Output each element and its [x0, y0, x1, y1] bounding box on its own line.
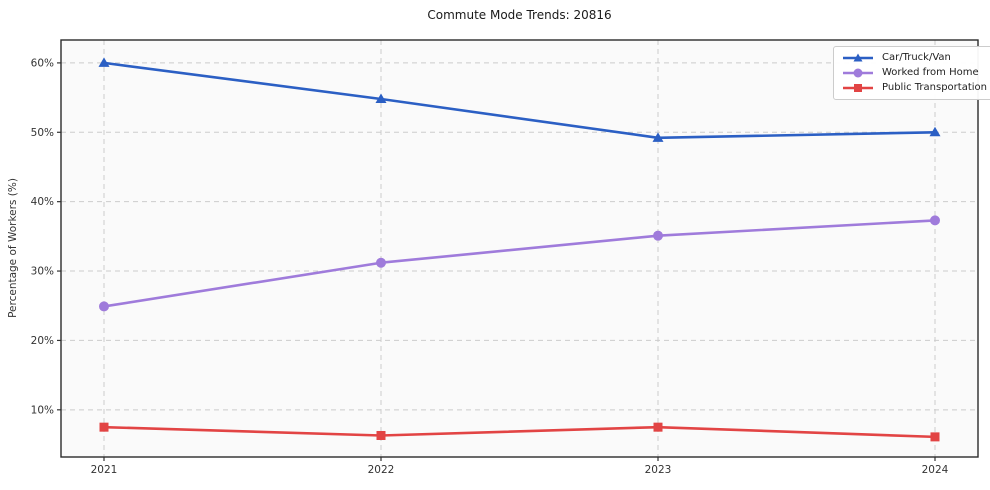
y-tick-label: 30% — [31, 266, 54, 278]
legend-triangle-icon — [843, 53, 873, 62]
x-tick-label: 2023 — [645, 464, 672, 476]
legend-label-public-transportation: Public Transportation — [882, 82, 987, 93]
y-tick-label: 20% — [31, 335, 54, 347]
x-tick-label: 2022 — [368, 464, 395, 476]
legend: Car/Truck/Van Worked from Home Public Tran… — [833, 46, 990, 100]
marker-circle-worked-from-home — [99, 301, 109, 312]
chart-title: Commute Mode Trends: 20816 — [427, 8, 612, 22]
marker-circle-worked-from-home — [653, 230, 663, 241]
legend-item-worked-from-home: Worked from Home — [841, 67, 987, 79]
series-line-car-truck-van — [102, 61, 937, 140]
series-line-public-transportation — [102, 425, 937, 439]
marker-square-public-transportation — [653, 422, 663, 432]
marker-circle-worked-from-home — [376, 257, 386, 268]
marker-square-public-transportation — [376, 430, 386, 440]
x-tick-label: 2024 — [922, 464, 949, 476]
legend-label-worked-from-home: Worked from Home — [882, 67, 979, 78]
y-tick-label: 60% — [31, 57, 54, 69]
legend-item-car-truck-van: Car/Truck/Van — [841, 52, 987, 64]
legend-label-car-truck-van: Car/Truck/Van — [882, 52, 951, 63]
legend-item-public-transportation: Public Transportation — [841, 82, 987, 94]
y-tick-label: 40% — [31, 196, 54, 208]
legend-circle-icon — [843, 68, 873, 78]
marker-triangle-car-truck-van — [375, 93, 387, 103]
plot-border — [60, 39, 979, 458]
series-line-worked-from-home — [102, 219, 937, 308]
x-tick-label: 2021 — [91, 464, 118, 476]
marker-triangle-car-truck-van — [929, 126, 941, 137]
y-tick-label: 10% — [31, 404, 54, 416]
marker-triangle-car-truck-van — [98, 57, 110, 67]
y-tick-label: 50% — [31, 127, 54, 139]
marker-triangle-car-truck-van — [652, 132, 664, 142]
legend-square-icon — [843, 84, 873, 92]
marker-square-public-transportation — [99, 422, 109, 432]
marker-circle-worked-from-home — [930, 215, 940, 226]
marker-square-public-transportation — [930, 432, 940, 442]
